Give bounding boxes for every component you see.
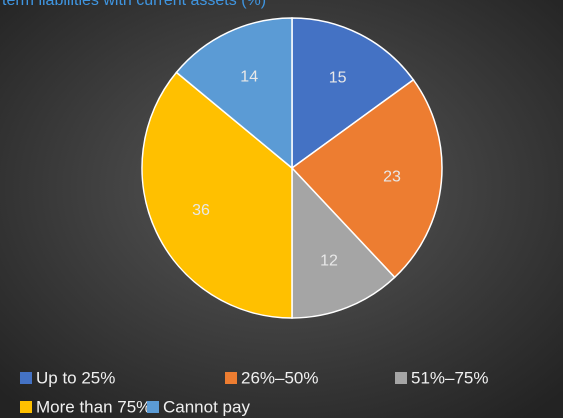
legend-swatch bbox=[225, 372, 237, 384]
legend-swatch bbox=[20, 401, 32, 413]
legend-label: Cannot pay bbox=[163, 397, 250, 416]
pie-slice bbox=[291, 166, 396, 319]
pie-slice bbox=[290, 78, 443, 279]
legend-swatch bbox=[20, 372, 32, 384]
legend-label: 51%–75% bbox=[411, 368, 489, 387]
legend-swatch bbox=[147, 401, 159, 413]
pie-slice bbox=[175, 17, 293, 170]
pie-slice bbox=[291, 17, 415, 170]
legend-label: 26%–50% bbox=[241, 368, 319, 387]
chart-title: term liabilities with current assets (%) bbox=[2, 0, 266, 9]
data-label: 36 bbox=[192, 202, 210, 219]
data-label: 14 bbox=[240, 68, 258, 85]
data-label: 23 bbox=[383, 169, 401, 186]
data-label: 12 bbox=[320, 253, 338, 270]
legend-swatch bbox=[395, 372, 407, 384]
pie-slice bbox=[141, 71, 293, 319]
legend-label: Up to 25% bbox=[36, 368, 115, 387]
data-label: 15 bbox=[329, 70, 347, 87]
legend-label: More than 75% bbox=[36, 397, 151, 416]
